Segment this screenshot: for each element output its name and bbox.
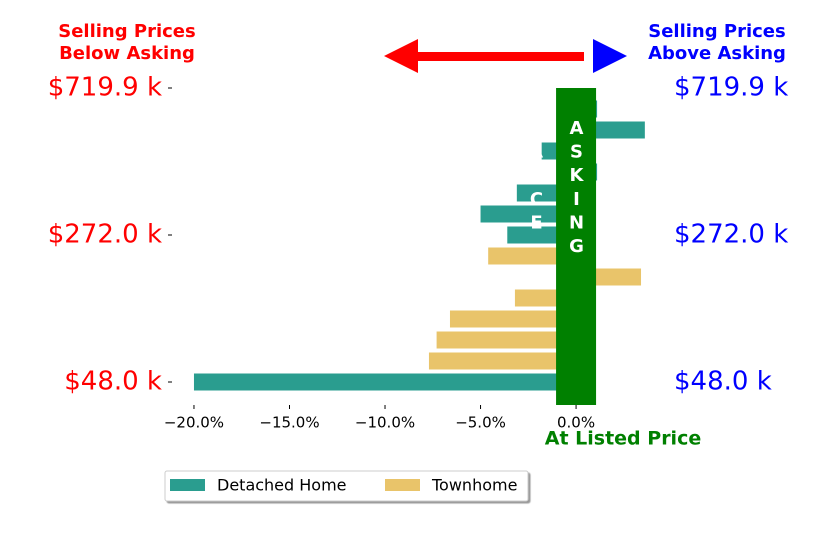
legend-swatch — [170, 479, 205, 491]
x-tick-label: −5.0% — [455, 414, 506, 432]
legend-box — [164, 470, 529, 502]
y-tick-label-right: $719.9 k — [674, 73, 788, 103]
y-tick-label-right: $272.0 k — [674, 220, 788, 250]
right-arrow — [593, 39, 627, 73]
legend-label: Townhome — [431, 476, 517, 495]
y-tick-label: $48.0 k — [64, 367, 162, 397]
y-tick-label: $272.0 k — [48, 220, 162, 250]
bar — [193, 373, 577, 391]
bar — [428, 352, 577, 370]
band-label: ASKING PRICE — [526, 118, 587, 260]
legend: Detached Home Townhome — [164, 470, 529, 502]
y-tick-label-right: $48.0 k — [674, 367, 772, 397]
legend-swatch — [385, 479, 420, 491]
x-tick-label: −20.0% — [164, 414, 224, 432]
legend-label: Detached Home — [217, 476, 347, 495]
x-tick-label: 0.0% — [557, 414, 595, 432]
bar — [436, 331, 577, 349]
annotation: Selling Prices — [58, 21, 195, 42]
asking-band — [556, 88, 597, 405]
x-tick-label: −10.0% — [355, 414, 415, 432]
y-tick-label: $719.9 k — [48, 73, 162, 103]
x-annotation: At Listed Price — [545, 428, 701, 450]
left-arrow — [384, 39, 584, 73]
x-tick-label: −15.0% — [259, 414, 319, 432]
bar — [480, 205, 577, 223]
annotation: Above Asking — [648, 43, 786, 64]
annotation: Selling Prices — [648, 21, 785, 42]
annotation: Below Asking — [59, 43, 195, 64]
bar — [449, 310, 577, 328]
bar — [488, 247, 577, 265]
